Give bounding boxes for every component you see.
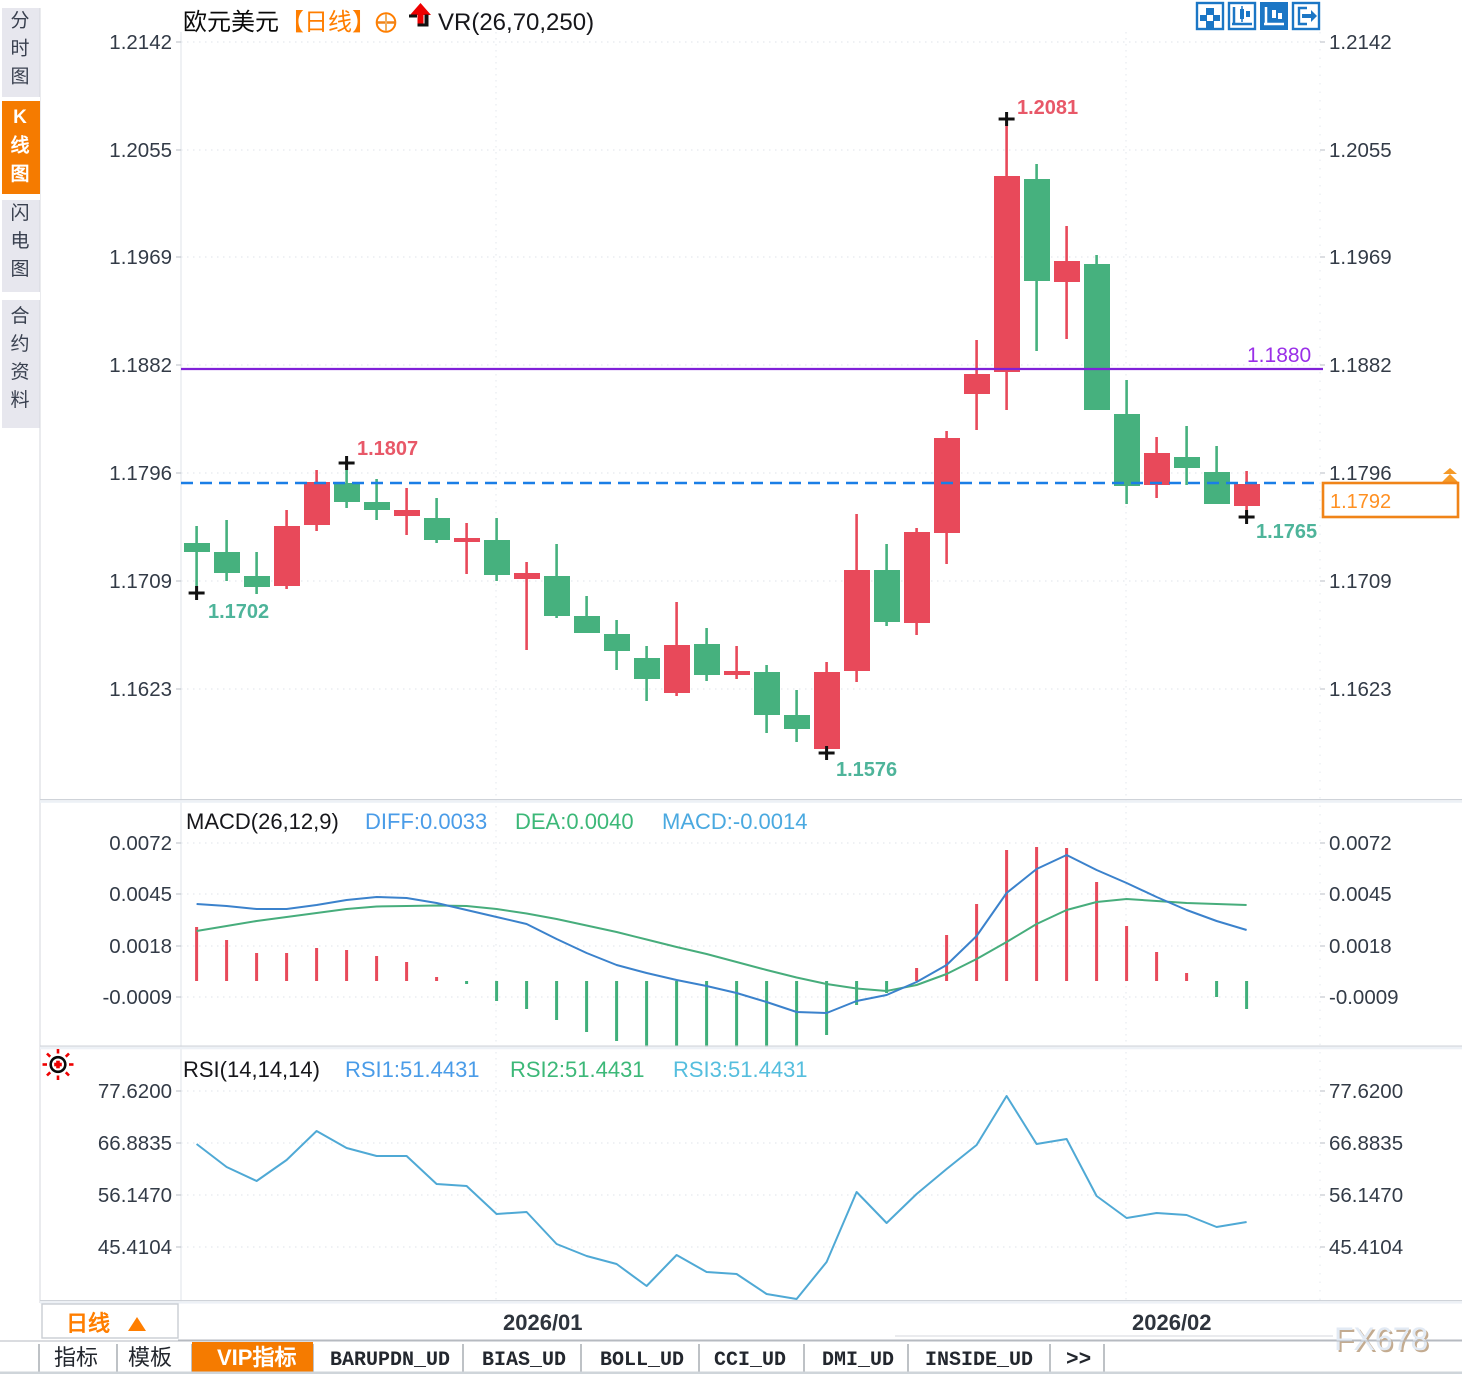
svg-text:BOLL_UD: BOLL_UD	[600, 1349, 684, 1372]
svg-text:77.6200: 77.6200	[1329, 1080, 1403, 1103]
svg-text:1.1880: 1.1880	[1247, 344, 1311, 367]
svg-text:料: 料	[10, 389, 29, 411]
svg-text:0.0072: 0.0072	[109, 832, 172, 855]
svg-text:时: 时	[10, 38, 29, 60]
svg-text:图: 图	[10, 67, 29, 88]
svg-text:1.1709: 1.1709	[1329, 570, 1392, 593]
svg-text:1.1796: 1.1796	[109, 462, 172, 485]
svg-text:66.8835: 66.8835	[1329, 1132, 1403, 1155]
svg-text:1.1765: 1.1765	[1256, 521, 1317, 543]
svg-text:0.0045: 0.0045	[1329, 883, 1392, 906]
svg-text:1.1807: 1.1807	[357, 438, 418, 460]
svg-text:1.1623: 1.1623	[109, 678, 172, 701]
svg-text:资: 资	[10, 361, 29, 383]
svg-text:【日线】: 【日线】	[280, 9, 376, 36]
svg-text:RSI3:51.4431: RSI3:51.4431	[673, 1057, 808, 1082]
svg-text:77.6200: 77.6200	[98, 1080, 172, 1103]
svg-text:DEA:0.0040: DEA:0.0040	[515, 809, 634, 834]
svg-text:CCI_UD: CCI_UD	[714, 1349, 786, 1372]
svg-text:-0.0009: -0.0009	[102, 986, 172, 1009]
svg-text:日线: 日线	[66, 1311, 110, 1336]
svg-text:K: K	[13, 107, 27, 128]
svg-text:66.8835: 66.8835	[98, 1132, 172, 1155]
svg-text:45.4104: 45.4104	[1329, 1236, 1403, 1259]
svg-text:1.2142: 1.2142	[109, 31, 172, 54]
svg-text:0.0045: 0.0045	[109, 883, 172, 906]
svg-text:线: 线	[10, 134, 29, 157]
svg-text:56.1470: 56.1470	[98, 1184, 172, 1207]
svg-text:BARUPDN_UD: BARUPDN_UD	[330, 1349, 450, 1372]
svg-text:1.1882: 1.1882	[109, 354, 172, 377]
svg-text:1.1969: 1.1969	[109, 246, 172, 269]
svg-text:电: 电	[10, 230, 29, 252]
svg-text:闪: 闪	[10, 202, 29, 224]
svg-text:0.0018: 0.0018	[1329, 935, 1392, 958]
svg-text:2026/02: 2026/02	[1132, 1310, 1212, 1335]
svg-text:VR(26,70,250): VR(26,70,250)	[438, 9, 594, 36]
svg-text:DIFF:0.0033: DIFF:0.0033	[365, 809, 487, 834]
svg-text:0.0018: 0.0018	[109, 935, 172, 958]
svg-text:BIAS_UD: BIAS_UD	[482, 1349, 566, 1372]
svg-text:约: 约	[10, 333, 29, 355]
svg-text:1.2055: 1.2055	[109, 139, 172, 162]
svg-text:RSI2:51.4431: RSI2:51.4431	[510, 1057, 645, 1082]
svg-text:VIP指标: VIP指标	[217, 1345, 296, 1370]
svg-text:1.1576: 1.1576	[836, 759, 897, 781]
svg-text:1.1796: 1.1796	[1329, 462, 1392, 485]
svg-text:INSIDE_UD: INSIDE_UD	[925, 1349, 1033, 1372]
svg-text:分: 分	[10, 10, 29, 32]
svg-text:-0.0009: -0.0009	[1329, 986, 1399, 1009]
svg-text:>>: >>	[1066, 1349, 1091, 1372]
svg-text:DMI_UD: DMI_UD	[822, 1349, 894, 1372]
svg-text:1.1623: 1.1623	[1329, 678, 1392, 701]
svg-text:图: 图	[10, 259, 29, 280]
svg-text:图: 图	[10, 163, 29, 185]
svg-text:合: 合	[10, 305, 29, 327]
svg-text:1.1969: 1.1969	[1329, 246, 1392, 269]
svg-text:1.2055: 1.2055	[1329, 139, 1392, 162]
svg-text:RSI(14,14,14): RSI(14,14,14)	[183, 1057, 320, 1082]
svg-text:1.2081: 1.2081	[1017, 97, 1078, 119]
svg-text:1.1792: 1.1792	[1330, 491, 1391, 513]
svg-text:1.1882: 1.1882	[1329, 354, 1392, 377]
svg-text:指标: 指标	[54, 1345, 98, 1370]
svg-text:2026/01: 2026/01	[503, 1310, 583, 1335]
svg-text:1.1709: 1.1709	[109, 570, 172, 593]
svg-text:45.4104: 45.4104	[98, 1236, 172, 1259]
svg-text:FX678: FX678	[1334, 1321, 1428, 1357]
svg-text:MACD:-0.0014: MACD:-0.0014	[662, 809, 808, 834]
svg-text:0.0072: 0.0072	[1329, 832, 1392, 855]
svg-text:MACD(26,12,9): MACD(26,12,9)	[186, 809, 339, 834]
svg-text:模板: 模板	[128, 1345, 172, 1370]
svg-text:1.1702: 1.1702	[208, 601, 269, 623]
svg-text:欧元美元: 欧元美元	[183, 9, 279, 36]
svg-text:RSI1:51.4431: RSI1:51.4431	[345, 1057, 480, 1082]
svg-text:56.1470: 56.1470	[1329, 1184, 1403, 1207]
svg-text:1.2142: 1.2142	[1329, 31, 1392, 54]
